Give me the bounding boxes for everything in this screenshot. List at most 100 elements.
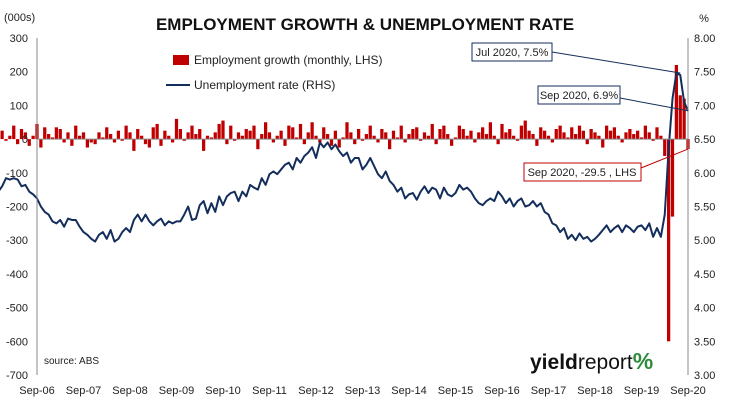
right-tick-label: 3.00 bbox=[694, 370, 715, 382]
employment-bar bbox=[349, 132, 353, 140]
employment-bar bbox=[136, 128, 140, 140]
legend-swatch-employment bbox=[173, 55, 189, 65]
employment-bar bbox=[368, 125, 372, 140]
right-tick-label: 5.50 bbox=[694, 202, 715, 214]
employment-bar bbox=[167, 135, 171, 140]
employment-bar bbox=[287, 125, 291, 140]
right-tick-label: 4.50 bbox=[694, 269, 715, 281]
employment-bar bbox=[550, 139, 554, 143]
employment-bar bbox=[620, 139, 624, 143]
employment-bar bbox=[477, 132, 481, 140]
employment-bar bbox=[562, 132, 566, 140]
x-tick-label: Sep-08 bbox=[112, 385, 147, 397]
employment-bar bbox=[105, 127, 109, 140]
employment-bar bbox=[19, 128, 24, 140]
employment-bar bbox=[151, 127, 155, 140]
employment-bar bbox=[322, 127, 326, 140]
employment-bar bbox=[484, 134, 489, 140]
left-tick-label: -400 bbox=[6, 269, 28, 281]
employment-bar bbox=[147, 139, 151, 148]
employment-bar bbox=[539, 127, 543, 140]
employment-bar bbox=[93, 139, 97, 145]
employment-bar bbox=[213, 132, 217, 140]
employment-bar bbox=[163, 130, 167, 140]
employment-bar bbox=[589, 128, 593, 140]
employment-bar bbox=[605, 125, 609, 140]
left-tick-label: -100 bbox=[6, 168, 28, 180]
employment-bar bbox=[345, 122, 349, 140]
employment-bar bbox=[190, 125, 194, 140]
employment-bar bbox=[639, 137, 644, 140]
employment-bar bbox=[143, 139, 148, 145]
x-tick-label: Sep-12 bbox=[298, 385, 333, 397]
employment-bar bbox=[70, 139, 74, 146]
employment-bar bbox=[488, 122, 492, 140]
employment-bar bbox=[496, 139, 500, 145]
employment-bar bbox=[461, 128, 465, 140]
right-tick-label: 4.00 bbox=[694, 303, 715, 315]
employment-bar bbox=[264, 122, 268, 140]
employment-bar bbox=[260, 134, 264, 140]
employment-bar bbox=[450, 139, 454, 146]
employment-bar bbox=[670, 139, 675, 217]
employment-bar bbox=[283, 139, 287, 146]
left-tick-label: -200 bbox=[6, 202, 28, 214]
employment-bar bbox=[240, 135, 244, 140]
employment-bar bbox=[4, 139, 8, 141]
x-tick-label: Sep-07 bbox=[66, 385, 101, 397]
employment-bar bbox=[101, 137, 105, 140]
employment-bar bbox=[252, 125, 256, 140]
employment-bar bbox=[89, 139, 93, 143]
employment-bar bbox=[508, 128, 512, 140]
employment-bar bbox=[403, 139, 407, 143]
employment-bar bbox=[473, 139, 477, 143]
left-tick-label: 300 bbox=[10, 33, 28, 45]
right-tick-label: 5.00 bbox=[694, 235, 715, 247]
employment-bar bbox=[415, 127, 419, 140]
employment-bar bbox=[388, 139, 392, 150]
right-tick-label: 3.50 bbox=[694, 336, 715, 348]
employment-bar bbox=[504, 132, 508, 140]
annotation-sep-2020-rate: Sep 2020, 6.9% bbox=[537, 85, 689, 112]
left-tick-label: -300 bbox=[6, 235, 28, 247]
x-tick-label: Sep-10 bbox=[205, 385, 240, 397]
employment-bar bbox=[574, 134, 578, 140]
employment-bar bbox=[333, 130, 337, 140]
employment-bar bbox=[457, 125, 461, 140]
x-tick-label: Sep-19 bbox=[624, 385, 659, 397]
employment-bar bbox=[298, 123, 303, 140]
chart-title: EMPLOYMENT GROWTH & UNEMPLOYMENT RATE bbox=[156, 15, 574, 34]
employment-bar bbox=[109, 134, 113, 140]
employment-bar bbox=[527, 130, 531, 140]
employment-bar bbox=[577, 125, 582, 140]
employment-bar bbox=[306, 132, 310, 140]
employment-bar bbox=[376, 139, 380, 143]
employment-bar bbox=[295, 137, 299, 140]
annotation-box-jul-2020 bbox=[471, 42, 553, 62]
employment-bar bbox=[465, 135, 469, 140]
x-tick-label: Sep-20 bbox=[670, 385, 705, 397]
employment-bar bbox=[62, 139, 66, 143]
employment-bar bbox=[43, 127, 47, 140]
employment-bar bbox=[233, 139, 237, 141]
left-tick-label: -600 bbox=[6, 336, 28, 348]
employment-bar bbox=[291, 127, 295, 140]
employment-bar bbox=[85, 139, 89, 148]
employment-bar bbox=[543, 130, 547, 140]
employment-bar bbox=[74, 125, 78, 140]
x-tick-label: Sep-13 bbox=[345, 385, 380, 397]
employment-bar bbox=[380, 128, 384, 140]
annotation-box-sep-2020-growth bbox=[523, 162, 642, 182]
employment-bar bbox=[411, 128, 415, 140]
employment-bar bbox=[221, 120, 225, 140]
employment-bar bbox=[500, 123, 504, 140]
employment-bars bbox=[0, 64, 690, 342]
annotation-jul-2020: Jul 2020, 7.5% bbox=[471, 42, 681, 74]
employment-bar bbox=[601, 139, 605, 148]
employment-bar bbox=[581, 130, 585, 140]
employment-bar bbox=[453, 137, 458, 140]
legend-label-employment: Employment growth (monthly, LHS) bbox=[194, 53, 383, 67]
employment-bar bbox=[469, 130, 473, 140]
employment-bar bbox=[515, 139, 520, 141]
